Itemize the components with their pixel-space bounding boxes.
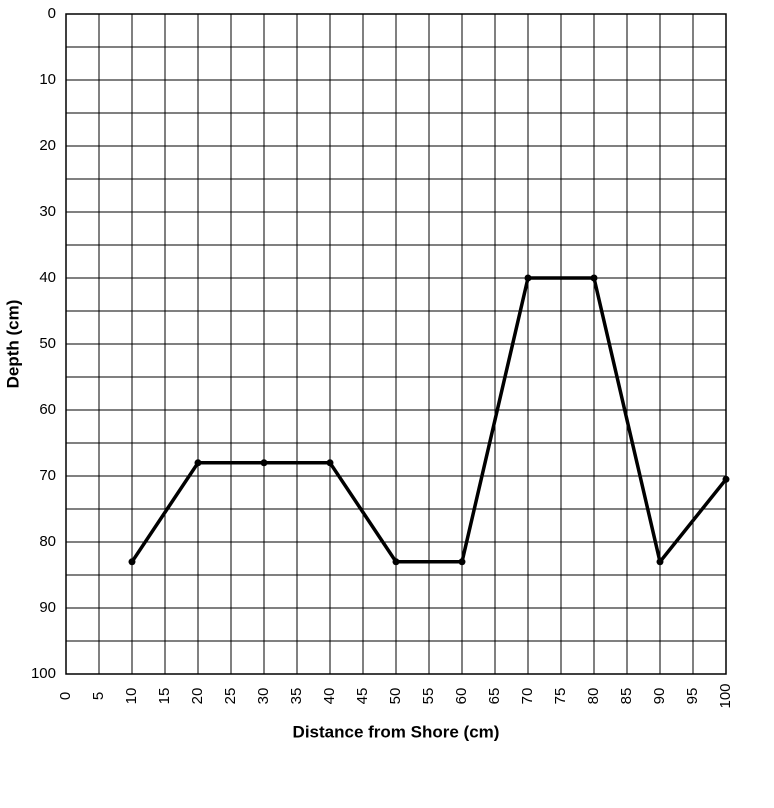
x-tick-label: 5 [90, 692, 107, 700]
x-tick-label: 65 [486, 688, 503, 705]
x-tick-label: 70 [519, 688, 536, 705]
data-point [590, 274, 598, 282]
x-tick-label: 25 [222, 688, 239, 705]
plot-frame [65, 13, 727, 675]
data-point [722, 475, 730, 483]
x-axis-title: Distance from Shore (cm) [293, 722, 500, 741]
x-tick-label: 45 [354, 688, 371, 705]
data-point [392, 558, 400, 566]
x-tick-label: 0 [57, 692, 74, 700]
y-tick-label: 50 [39, 335, 56, 352]
x-tick-label: 90 [651, 688, 668, 705]
y-tick-label: 10 [39, 71, 56, 88]
x-tick-label: 95 [684, 688, 701, 705]
x-tick-label: 85 [618, 688, 635, 705]
x-tick-label: 80 [585, 688, 602, 705]
data-point [128, 558, 136, 566]
data-point [656, 558, 664, 566]
data-point [524, 274, 532, 282]
x-tick-label: 20 [189, 688, 206, 705]
y-tick-label: 80 [39, 533, 56, 550]
y-tick-label: 100 [31, 665, 56, 682]
y-axis-title: Depth (cm) [3, 300, 22, 389]
y-tick-label: 30 [39, 203, 56, 220]
x-tick-label: 40 [321, 688, 338, 705]
x-tick-label: 50 [387, 688, 404, 705]
y-tick-label: 0 [48, 5, 56, 22]
data-point [194, 459, 202, 467]
x-tick-label: 35 [288, 688, 305, 705]
data-point [326, 459, 334, 467]
x-tick-label: 60 [453, 688, 470, 705]
x-tick-label: 75 [552, 688, 569, 705]
y-tick-label: 40 [39, 269, 56, 286]
x-tick-label: 30 [255, 688, 272, 705]
x-tick-label: 55 [420, 688, 437, 705]
x-tick-label: 100 [717, 683, 734, 708]
y-tick-label: 20 [39, 137, 56, 154]
y-tick-label: 70 [39, 467, 56, 484]
x-tick-label: 10 [123, 688, 140, 705]
data-point [458, 558, 466, 566]
x-tick-label: 15 [156, 688, 173, 705]
data-line [130, 276, 728, 564]
data-point [260, 459, 268, 467]
y-tick-label: 90 [39, 599, 56, 616]
y-tick-label: 60 [39, 401, 56, 418]
